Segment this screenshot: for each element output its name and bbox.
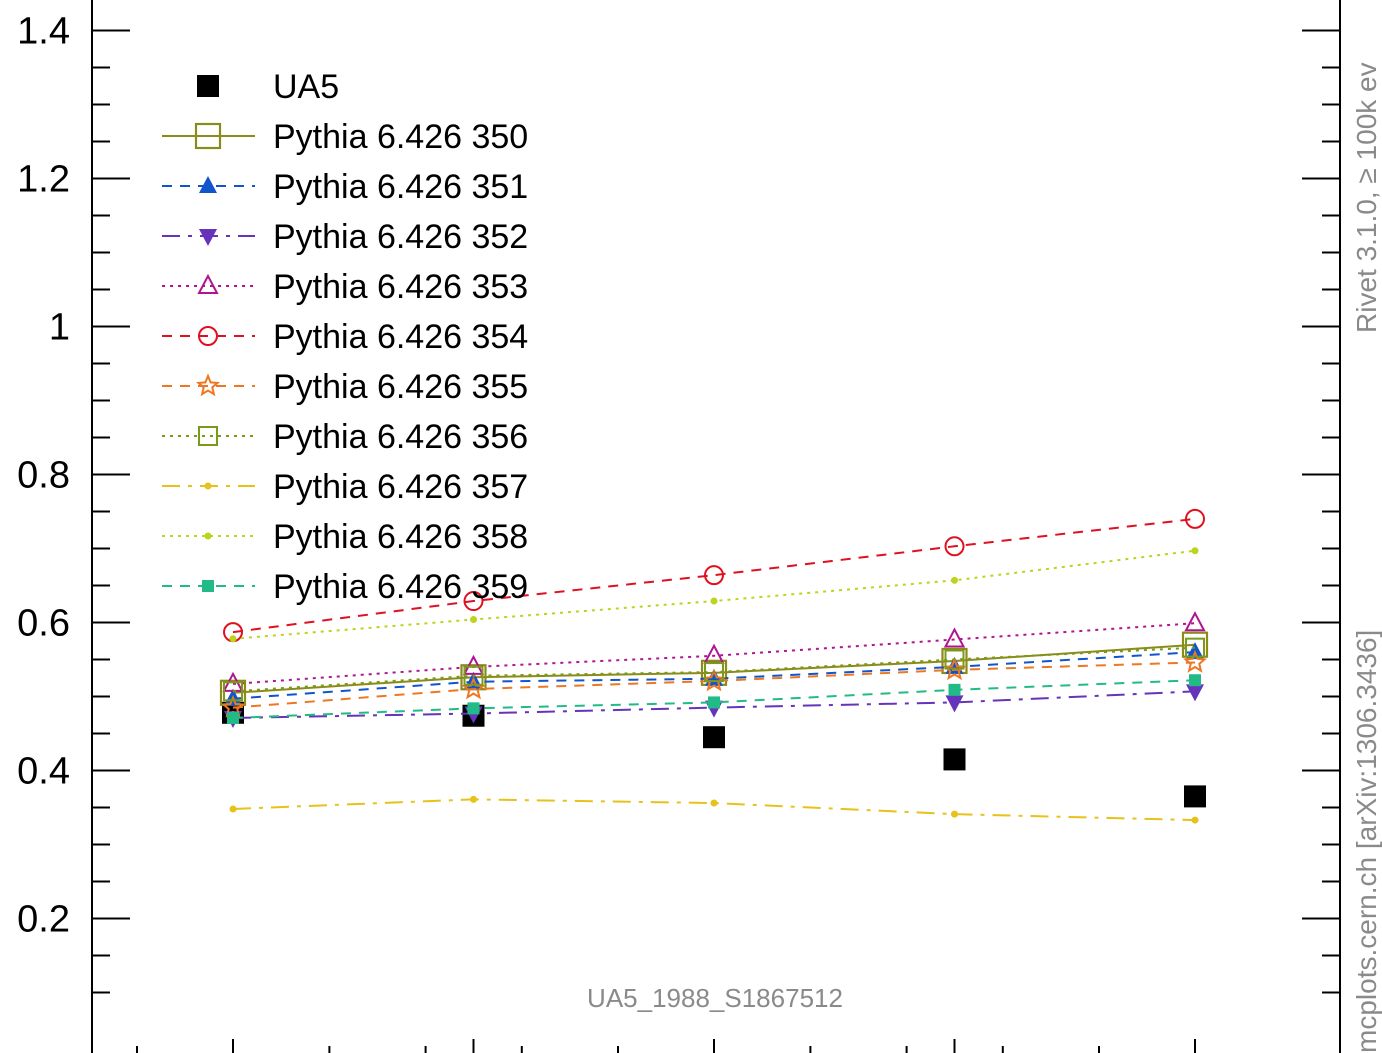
data-point bbox=[702, 668, 726, 692]
mcplots-source-label: mcplots.cern.ch [arXiv:1306.3436] bbox=[1351, 630, 1382, 1053]
data-point bbox=[951, 810, 958, 818]
legend-marker bbox=[199, 176, 217, 193]
data-point bbox=[227, 711, 239, 724]
data-point bbox=[1184, 611, 1206, 632]
series-9 bbox=[229, 547, 1199, 643]
legend-label: Pythia 6.426 352 bbox=[273, 218, 528, 256]
legend-marker bbox=[198, 326, 218, 346]
legend-label: Pythia 6.426 355 bbox=[273, 368, 528, 406]
data-point bbox=[1191, 816, 1199, 824]
plot-frame bbox=[91, 0, 1341, 1053]
series-line bbox=[232, 622, 1196, 685]
legend-entry: Pythia 6.426 358 bbox=[162, 518, 528, 556]
axis-ticks bbox=[92, 29, 1340, 1053]
data-point bbox=[229, 805, 237, 813]
legend-entry: Pythia 6.426 351 bbox=[162, 168, 528, 206]
analysis-watermark: UA5_1988_S1867512 bbox=[587, 983, 843, 1013]
data-point bbox=[944, 536, 965, 557]
data-point bbox=[1184, 785, 1206, 808]
series-7 bbox=[223, 637, 1205, 702]
data-point bbox=[943, 627, 966, 648]
legend-marker bbox=[199, 229, 217, 246]
y-tick-label: 1.4 bbox=[17, 11, 70, 53]
legend-entry: Pythia 6.426 359 bbox=[162, 568, 528, 606]
data-point bbox=[1183, 649, 1207, 673]
data-point bbox=[708, 696, 720, 709]
data-point bbox=[1185, 637, 1205, 658]
legend-marker bbox=[198, 426, 218, 446]
data-point bbox=[942, 657, 967, 681]
legend-label: Pythia 6.426 351 bbox=[273, 168, 528, 206]
y-tick-label: 1 bbox=[49, 307, 70, 349]
legend-marker bbox=[197, 75, 219, 97]
y-tick-label: 0.8 bbox=[17, 455, 70, 497]
legend-entry: UA5 bbox=[197, 68, 339, 106]
y-tick-label: 0.6 bbox=[17, 603, 70, 645]
legend-entry: Pythia 6.426 354 bbox=[162, 318, 528, 356]
series-0 bbox=[222, 701, 1206, 808]
data-point bbox=[1185, 508, 1205, 529]
y-tick-label: 0.4 bbox=[17, 751, 70, 793]
data-point bbox=[470, 795, 477, 803]
data-point bbox=[943, 748, 966, 771]
legend-label: Pythia 6.426 354 bbox=[273, 318, 528, 356]
legend-label: Pythia 6.426 356 bbox=[273, 418, 528, 456]
legend-label: Pythia 6.426 359 bbox=[273, 568, 528, 606]
data-point bbox=[704, 662, 724, 683]
legend-entry: Pythia 6.426 352 bbox=[162, 218, 528, 256]
series-line bbox=[232, 646, 1196, 693]
data-point bbox=[461, 676, 486, 700]
data-point bbox=[463, 591, 484, 612]
data-point bbox=[944, 649, 965, 670]
legend-label: Pythia 6.426 350 bbox=[273, 118, 528, 156]
rivet-version-label: Rivet 3.1.0, ≥ 100k ev bbox=[1351, 62, 1382, 333]
legend-marker bbox=[204, 482, 212, 490]
legend-label: Pythia 6.426 358 bbox=[273, 518, 528, 556]
data-point bbox=[1191, 547, 1199, 555]
y-tick-labels: 0.2 0.4 0.6 0.8 1 1.2 1.4 0 bbox=[17, 11, 70, 1053]
series-layer bbox=[219, 508, 1209, 824]
legend-entry: Pythia 6.426 353 bbox=[162, 268, 528, 306]
legend-entry: Pythia 6.426 356 bbox=[162, 418, 528, 456]
data-point bbox=[463, 665, 484, 686]
legend-label: Pythia 6.426 357 bbox=[273, 468, 528, 506]
legend-marker bbox=[194, 122, 222, 150]
data-point bbox=[229, 635, 237, 643]
data-point bbox=[710, 799, 718, 807]
legend: UA5 Pythia 6.426 350 Pythia 6.426 351 Pythi… bbox=[162, 68, 528, 606]
series-8 bbox=[229, 795, 1199, 824]
legend-label: UA5 bbox=[273, 68, 339, 106]
data-point bbox=[704, 565, 724, 586]
data-point bbox=[948, 683, 961, 696]
legend-marker bbox=[204, 532, 212, 540]
data-point bbox=[223, 681, 243, 702]
legend-entry: Pythia 6.426 357 bbox=[162, 468, 528, 506]
series-line bbox=[232, 798, 1196, 822]
y-tick-label: 0.2 bbox=[17, 899, 70, 941]
y-tick-label: 1.2 bbox=[17, 159, 70, 201]
series-line bbox=[232, 690, 1196, 719]
legend-marker bbox=[197, 273, 219, 294]
series-5 bbox=[223, 508, 1205, 643]
data-point bbox=[710, 597, 718, 605]
legend-marker bbox=[202, 580, 214, 592]
data-point bbox=[1189, 674, 1201, 687]
legend-entry: Pythia 6.426 350 bbox=[162, 118, 528, 156]
legend-marker bbox=[196, 373, 220, 397]
legend-entry: Pythia 6.426 355 bbox=[162, 368, 528, 406]
data-point bbox=[467, 702, 480, 715]
y-tick-label-partial: 0 bbox=[49, 1047, 70, 1053]
data-point bbox=[703, 726, 725, 749]
data-point bbox=[951, 576, 958, 584]
data-point bbox=[1186, 684, 1204, 702]
data-point bbox=[945, 695, 964, 713]
data-point bbox=[470, 616, 477, 624]
legend-label: Pythia 6.426 353 bbox=[273, 268, 528, 306]
series-10 bbox=[227, 674, 1201, 724]
data-point bbox=[462, 654, 485, 675]
